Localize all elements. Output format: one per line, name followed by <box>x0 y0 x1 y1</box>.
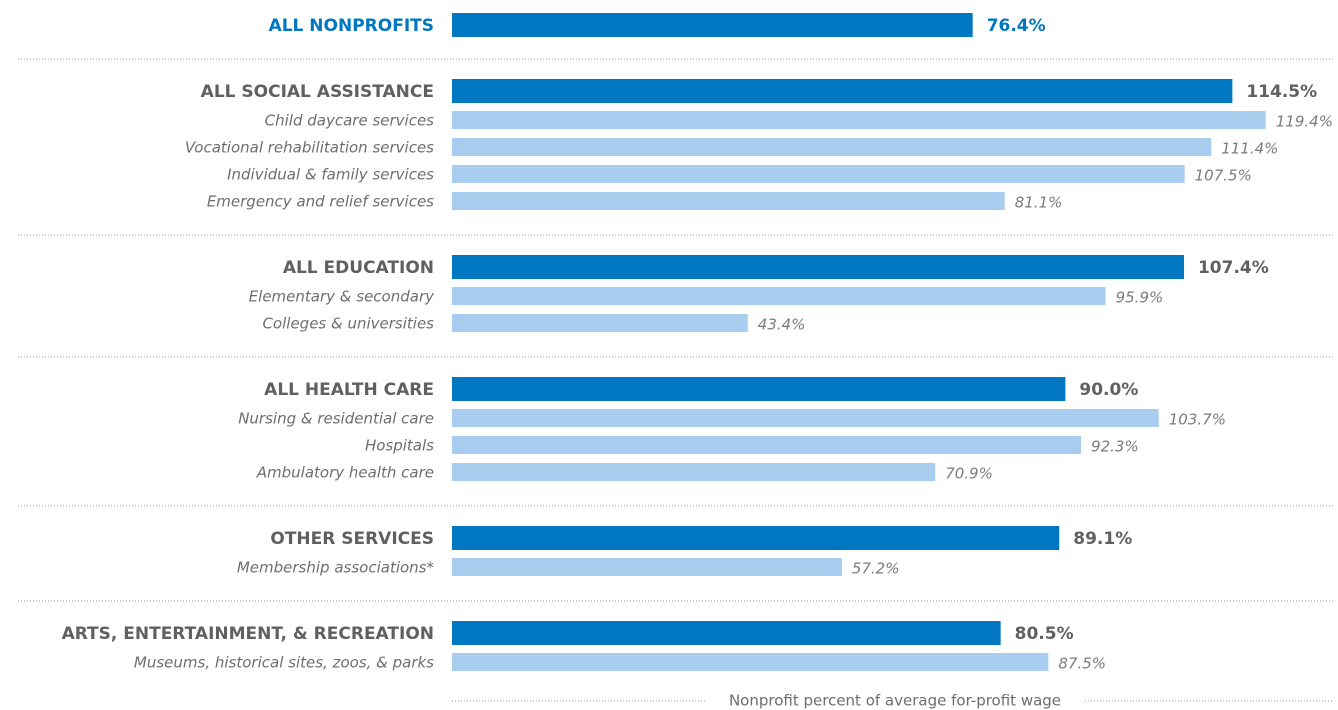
value-label: 76.4% <box>987 16 1046 36</box>
value-label: 103.7% <box>1169 411 1226 429</box>
group-label: ALL SOCIAL ASSISTANCE <box>201 82 434 102</box>
value-label: 114.5% <box>1246 82 1317 102</box>
bar <box>452 558 842 576</box>
bar <box>452 621 1001 645</box>
value-label: 119.4% <box>1276 113 1333 131</box>
bar <box>452 287 1106 305</box>
value-label: 70.9% <box>945 465 993 483</box>
group-label: OTHER SERVICES <box>270 529 434 549</box>
bar <box>452 314 748 332</box>
item-label: Vocational rehabilitation services <box>185 139 434 157</box>
bar <box>452 165 1185 183</box>
bar <box>452 526 1060 550</box>
item-label: Museums, historical sites, zoos, & parks <box>134 654 434 672</box>
item-label: Colleges & universities <box>262 315 434 333</box>
bar <box>452 653 1049 671</box>
value-label: 89.1% <box>1073 529 1132 549</box>
value-label: 92.3% <box>1091 438 1139 456</box>
group-label: ALL NONPROFITS <box>269 16 434 36</box>
value-label: 90.0% <box>1079 380 1138 400</box>
bar <box>452 255 1184 279</box>
value-label: 43.4% <box>758 316 806 334</box>
bar <box>452 436 1082 454</box>
x-axis-label: Nonprofit percent of average for-profit … <box>729 692 1061 710</box>
bar <box>452 111 1266 129</box>
group-label: ALL EDUCATION <box>283 258 434 278</box>
item-label: Individual & family services <box>227 166 434 184</box>
value-label: 57.2% <box>852 560 900 578</box>
item-label: Child daycare services <box>265 112 435 130</box>
value-label: 107.5% <box>1195 167 1252 185</box>
group-label: ALL HEALTH CARE <box>264 380 434 400</box>
value-label: 81.1% <box>1015 194 1063 212</box>
value-label: 95.9% <box>1116 289 1164 307</box>
item-label: Ambulatory health care <box>256 464 434 482</box>
group-label: ARTS, ENTERTAINMENT, & RECREATION <box>62 624 434 644</box>
bar <box>452 463 936 481</box>
bar <box>452 192 1005 210</box>
value-label: 80.5% <box>1015 624 1074 644</box>
item-label: Emergency and relief services <box>207 193 434 211</box>
value-label: 107.4% <box>1198 258 1269 278</box>
item-label: Membership associations* <box>237 559 435 577</box>
item-label: Nursing & residential care <box>238 410 434 428</box>
value-label: 87.5% <box>1058 655 1106 673</box>
value-label: 111.4% <box>1221 140 1278 158</box>
bar <box>452 13 973 37</box>
item-label: Elementary & secondary <box>249 288 435 306</box>
bar <box>452 409 1159 427</box>
bar <box>452 79 1233 103</box>
bar <box>452 138 1212 156</box>
item-label: Hospitals <box>365 437 434 455</box>
bar <box>452 377 1066 401</box>
